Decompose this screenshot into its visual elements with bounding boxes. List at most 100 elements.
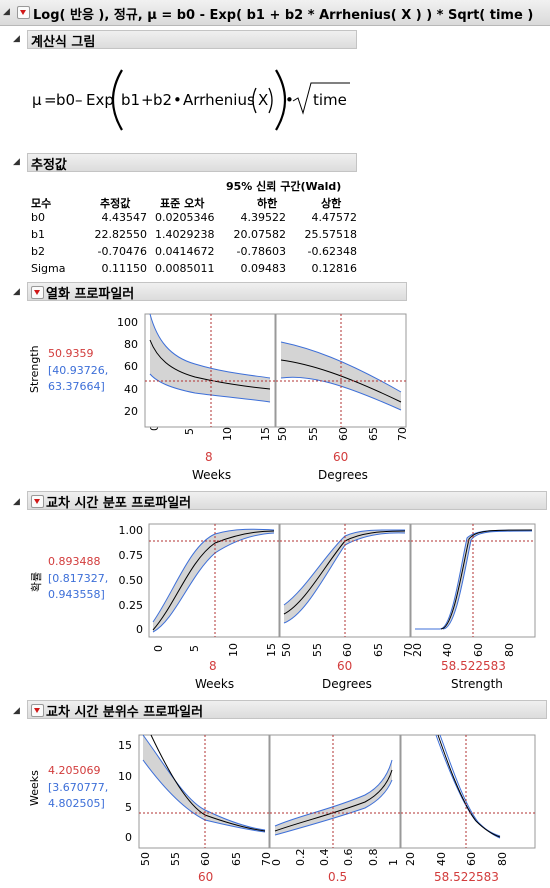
red-triangle-menu-icon[interactable] xyxy=(17,6,30,19)
upper-value: 4.47572 xyxy=(311,211,358,224)
profiler-panel[interactable] xyxy=(269,734,401,849)
red-triangle-menu-icon[interactable] xyxy=(31,704,44,717)
crossing-quantile-profiler-title: 교차 시간 분위수 프로파일러 xyxy=(46,705,204,720)
estimates-section-header[interactable] xyxy=(27,153,357,172)
upper-value: -0.62348 xyxy=(307,245,357,258)
param-name: b1 xyxy=(31,228,45,241)
param-name: Sigma xyxy=(31,262,66,275)
formula-b1: b1 xyxy=(121,91,141,109)
column-header: 표준 오차 xyxy=(160,197,205,210)
x-current-value[interactable]: 8 xyxy=(209,659,217,673)
x-current-value[interactable]: 60 xyxy=(333,450,349,464)
formula-mu: μ xyxy=(32,91,42,109)
profiler-ci-upper: 0.943558] xyxy=(48,588,105,601)
lower-value: 20.07582 xyxy=(233,228,287,241)
y-tick-label: 20 xyxy=(124,405,138,418)
profiler-current-value: 0.893488 xyxy=(48,555,101,568)
formula-b0: b0 xyxy=(56,91,76,109)
stderr-value: 0.0414672 xyxy=(155,245,215,258)
x-current-value[interactable]: 58.522583 xyxy=(434,870,499,884)
collapse-triangle-icon[interactable]: ◢ xyxy=(13,34,20,44)
profiler-current-value: 4.205069 xyxy=(48,764,101,777)
red-triangle-menu-icon[interactable] xyxy=(31,286,44,299)
estimate-value: 4.43547 xyxy=(101,211,148,224)
profiler-ci-lower: [0.817327, xyxy=(48,572,109,585)
upper-value: 0.12816 xyxy=(311,262,358,275)
estimate-value: -0.70476 xyxy=(97,245,147,258)
crossing-quantile-profiler-header[interactable] xyxy=(27,700,547,719)
x-current-value[interactable]: 60 xyxy=(198,870,214,884)
y-tick-label: 0 xyxy=(125,831,132,844)
y-tick-label: 40 xyxy=(124,383,138,396)
profiler-panel[interactable] xyxy=(410,523,536,638)
profiler-current-value: 50.9359 xyxy=(48,347,94,360)
stderr-value: 0.0085011 xyxy=(155,262,215,275)
param-name: b2 xyxy=(31,245,45,258)
y-tick-label: 15 xyxy=(118,739,132,752)
profiler-panel[interactable] xyxy=(144,313,276,428)
formula-dot: • xyxy=(285,91,294,109)
column-header: 하한 xyxy=(257,197,278,210)
y-tick-label: 10 xyxy=(118,770,132,783)
y-tick-label: 0 xyxy=(136,623,143,636)
y-tick-label: 0.50 xyxy=(118,574,144,587)
collapse-triangle-icon[interactable]: ◢ xyxy=(13,706,20,716)
formula-x: X xyxy=(258,91,269,109)
crossing-distribution-profiler-header[interactable] xyxy=(27,491,547,510)
y-tick-label: 0.25 xyxy=(118,599,144,612)
red-triangle-menu-icon[interactable] xyxy=(31,495,44,508)
report-title: Log( 반응 ), 정규, μ = b0 - Exp( b1 + b2 * A… xyxy=(33,8,534,23)
column-header: 추정값 xyxy=(100,197,131,210)
profiler-panel[interactable] xyxy=(400,734,536,849)
profiler-ci-upper: 63.37664] xyxy=(48,380,105,393)
stderr-value: 1.4029238 xyxy=(155,228,215,241)
collapse-triangle-icon[interactable]: ◢ xyxy=(13,497,20,507)
formula-plus: + xyxy=(141,91,154,109)
profiler-panel[interactable] xyxy=(148,523,280,638)
x-current-value[interactable]: 60 xyxy=(337,659,353,673)
x-current-value[interactable]: 8 xyxy=(205,450,213,464)
y-tick-label: 0.75 xyxy=(118,549,144,562)
profiler-ci-lower: [40.93726, xyxy=(48,364,109,377)
estimates-section-title: 추정값 xyxy=(31,158,67,173)
lower-value: -0.78603 xyxy=(236,245,286,258)
ci-column-group-header: 95% 신뢰 구간(Wald) xyxy=(226,180,342,193)
lower-value: 4.39522 xyxy=(240,211,287,224)
collapse-triangle-icon[interactable]: ◢ xyxy=(13,287,20,297)
y-tick-label: 60 xyxy=(124,360,138,373)
formula-exp: Exp xyxy=(86,91,114,109)
formula-b2: b2 xyxy=(153,91,173,109)
profiler-panel[interactable] xyxy=(275,313,407,428)
x-axis-label: Degrees xyxy=(318,468,368,482)
formula-arrhenius: Arrhenius xyxy=(183,91,255,109)
formula-equals: = xyxy=(44,91,57,109)
profiler-ci-lower: [3.670777, xyxy=(48,781,109,794)
collapse-triangle-icon[interactable]: ◢ xyxy=(3,7,10,17)
y-tick-label: 80 xyxy=(124,338,138,351)
collapse-triangle-icon[interactable]: ◢ xyxy=(13,157,20,167)
estimate-value: 22.82550 xyxy=(94,228,148,241)
column-header: 상한 xyxy=(321,197,342,210)
param-name: b0 xyxy=(31,211,45,224)
formula-dot: • xyxy=(173,91,182,109)
profiler-ci-upper: 4.802505] xyxy=(48,797,105,810)
x-current-value[interactable]: 0.5 xyxy=(328,870,348,884)
formula-section-title: 계산식 그림 xyxy=(31,35,96,50)
formula-section-header[interactable] xyxy=(27,30,357,49)
degradation-profiler-header[interactable] xyxy=(27,282,407,301)
x-axis-label: Weeks xyxy=(195,677,235,691)
y-tick-label: 100 xyxy=(117,316,138,329)
profiler-panel[interactable] xyxy=(138,734,270,849)
lower-value: 0.09483 xyxy=(240,262,287,275)
formula-minus: – xyxy=(75,91,83,109)
upper-value: 25.57518 xyxy=(304,228,358,241)
estimate-value: 0.11150 xyxy=(101,262,148,275)
x-axis-label: Degrees xyxy=(322,677,372,691)
stderr-value: 0.0205346 xyxy=(155,211,215,224)
profiler-panel[interactable] xyxy=(279,523,411,638)
report-title-bar: ◢ Log( 반응 ), 정규, μ = b0 - Exp( b1 + b2 *… xyxy=(0,0,550,26)
x-current-value[interactable]: 58.522583 xyxy=(441,659,506,673)
column-header: 모수 xyxy=(31,197,52,210)
crossing-distribution-profiler-title: 교차 시간 분포 프로파일러 xyxy=(46,496,192,511)
